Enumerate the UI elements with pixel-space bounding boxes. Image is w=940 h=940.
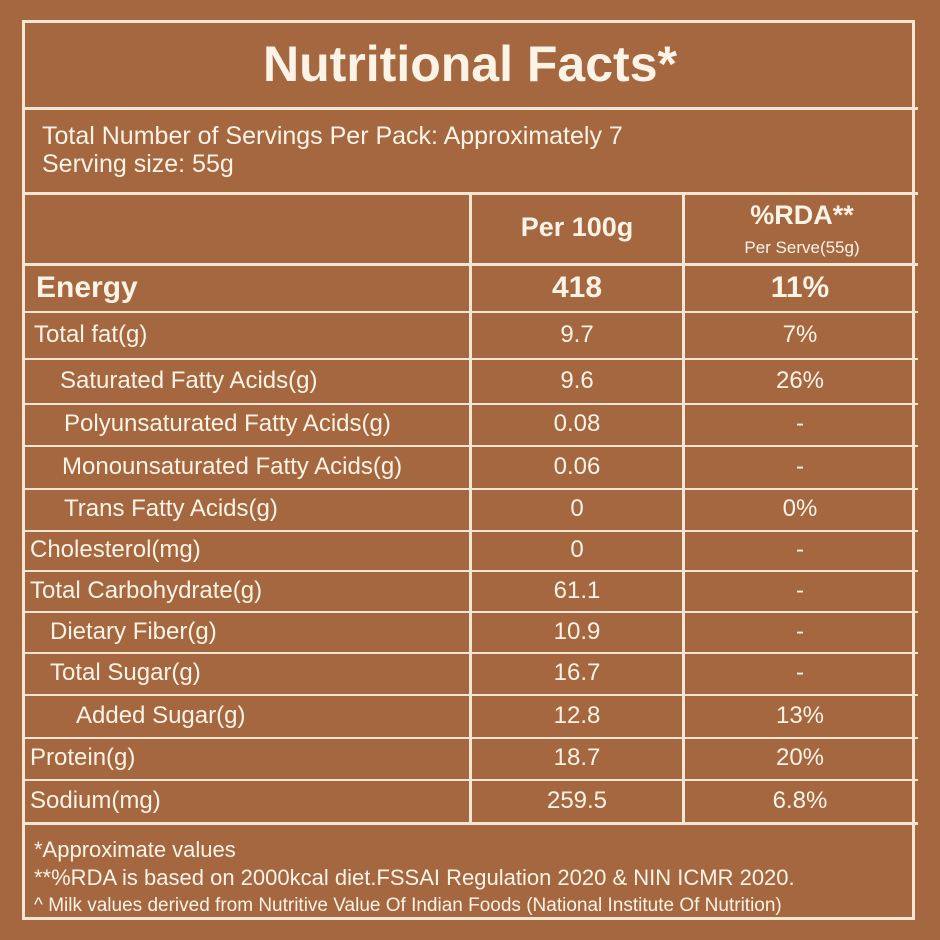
serving-size: Serving size: 55g [42, 150, 234, 178]
row-rda: 6.8% [772, 787, 828, 814]
row-label: Dietary Fiber(g) [50, 618, 217, 645]
row-label: Polyunsaturated Fatty Acids(g) [64, 410, 391, 437]
divider [22, 107, 918, 110]
divider [22, 694, 918, 696]
table-row: Total Sugar(g) 16.7 - [22, 652, 918, 694]
footnote: ^ Milk values derived from Nutritive Val… [34, 895, 782, 916]
row-label: Trans Fatty Acids(g) [64, 495, 278, 522]
table-row: Polyunsaturated Fatty Acids(g) 0.08 - [22, 403, 918, 445]
divider [22, 737, 918, 739]
divider [22, 358, 918, 360]
table-row: Energy 418 11% [22, 264, 918, 311]
table-row: Dietary Fiber(g) 10.9 - [22, 611, 918, 652]
row-per-100g: 0 [570, 536, 584, 563]
row-rda: 7% [782, 321, 818, 348]
divider [22, 611, 918, 613]
row-label: Added Sugar(g) [76, 702, 246, 729]
table-row: Added Sugar(g) 12.8 13% [22, 694, 918, 737]
divider [22, 488, 918, 490]
row-rda: - [796, 659, 804, 686]
row-per-100g: 418 [551, 271, 603, 304]
column-divider [469, 193, 472, 823]
row-label: Total fat(g) [34, 321, 148, 348]
table-row: Saturated Fatty Acids(g) 9.6 26% [22, 358, 918, 403]
serving-info: Total Number of Servings Per Pack: Appro… [42, 122, 623, 178]
row-label: Sodium(mg) [30, 787, 161, 814]
nutrition-table-frame [22, 20, 915, 920]
table-row: Sodium(mg) 259.5 6.8% [22, 779, 918, 822]
footnote: *Approximate values [34, 837, 236, 862]
row-rda: - [796, 410, 804, 437]
divider [22, 822, 918, 825]
page-title: Nutritional Facts* [263, 36, 677, 92]
row-per-100g: 0 [570, 495, 584, 522]
row-label: Protein(g) [30, 744, 136, 771]
header-rda: %RDA** [750, 200, 854, 230]
row-per-100g: 259.5 [546, 787, 608, 814]
header-rda-sub: Per Serve(55g) [744, 238, 860, 257]
divider [22, 445, 918, 447]
row-rda: 13% [775, 702, 825, 729]
column-divider [682, 193, 685, 823]
row-rda: 20% [775, 744, 825, 771]
row-per-100g: 9.6 [560, 367, 594, 394]
row-label: Total Carbohydrate(g) [30, 577, 263, 604]
table-row: Total Carbohydrate(g) 61.1 - [22, 570, 918, 611]
row-per-100g: 18.7 [553, 744, 601, 771]
divider [22, 311, 918, 313]
servings-per-pack: Total Number of Servings Per Pack: Appro… [42, 122, 623, 150]
row-label: Monounsaturated Fatty Acids(g) [62, 453, 403, 480]
row-per-100g: 0.08 [553, 410, 601, 437]
row-rda: - [796, 536, 804, 563]
row-rda: 11% [770, 271, 830, 304]
row-rda: - [796, 618, 804, 645]
row-rda: 0% [782, 495, 818, 522]
divider [22, 779, 918, 781]
row-label: Cholesterol(mg) [30, 536, 201, 563]
divider [22, 530, 918, 532]
row-rda: 26% [775, 367, 825, 394]
row-per-100g: 12.8 [553, 702, 601, 729]
row-label: Energy [36, 271, 138, 304]
divider [22, 263, 918, 266]
divider [22, 570, 918, 572]
row-rda: - [796, 453, 804, 480]
row-label: Total Sugar(g) [50, 659, 201, 686]
table-row: Total fat(g) 9.7 7% [22, 311, 918, 358]
table-row: Trans Fatty Acids(g) 0 0% [22, 488, 918, 530]
row-per-100g: 0.06 [553, 453, 601, 480]
table-row: Monounsaturated Fatty Acids(g) 0.06 - [22, 445, 918, 488]
footnotes: *Approximate values **%RDA is based on 2… [34, 836, 795, 920]
row-rda: - [796, 577, 804, 604]
table-row: Protein(g) 18.7 20% [22, 737, 918, 779]
row-per-100g: 10.9 [553, 618, 601, 645]
divider [22, 652, 918, 654]
table-row: Cholesterol(mg) 0 - [22, 530, 918, 570]
row-per-100g: 16.7 [553, 659, 601, 686]
row-per-100g: 9.7 [560, 321, 594, 348]
row-per-100g: 61.1 [553, 577, 601, 604]
divider [22, 403, 918, 405]
row-label: Saturated Fatty Acids(g) [60, 367, 318, 394]
footnote: **%RDA is based on 2000kcal diet.FSSAI R… [34, 865, 795, 890]
header-per-100g: Per 100g [520, 212, 634, 242]
